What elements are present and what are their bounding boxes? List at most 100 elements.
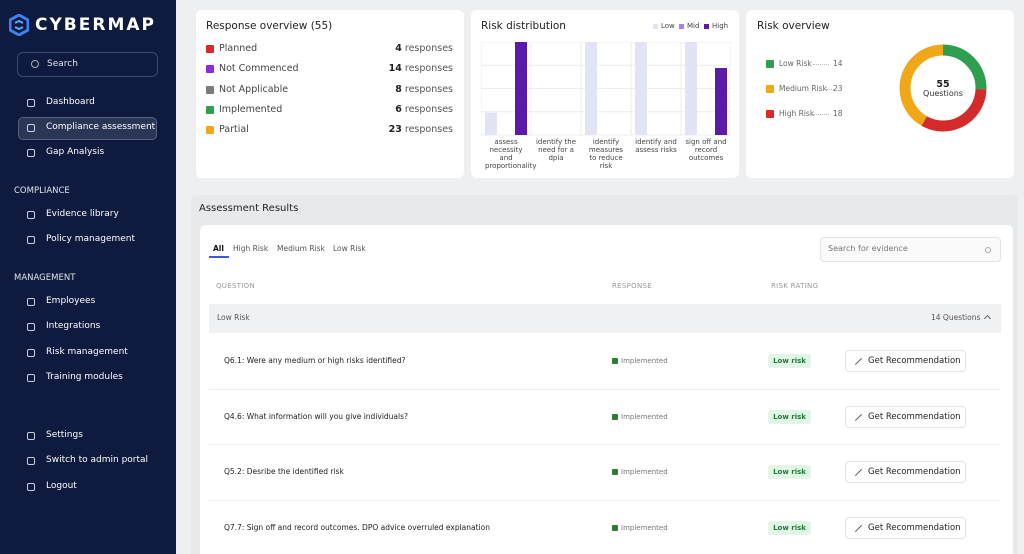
legend-swatch (206, 85, 214, 94)
response-count: 14 responses (389, 64, 453, 74)
count-unit: responses (404, 103, 453, 115)
legend-swatch (653, 24, 658, 29)
tab[interactable]: Medium Risk (277, 244, 325, 253)
recommend-button[interactable] (845, 461, 966, 484)
legend-value: 14 (833, 59, 843, 68)
nav-item[interactable]: Risk management (46, 346, 128, 357)
rating-pill (768, 409, 811, 424)
button-label: Get Recommendation (868, 467, 961, 478)
nav-item[interactable]: Settings (46, 430, 83, 440)
legend-swatch (704, 24, 709, 29)
nav-item[interactable]: Policy management (46, 234, 136, 245)
legend-swatch (766, 60, 774, 68)
recommend-button[interactable] (845, 517, 966, 540)
donut-total: 55 (936, 79, 950, 90)
nav-item[interactable]: Evidence library (46, 209, 119, 219)
legend-swatch (766, 85, 774, 93)
nav-icon (27, 432, 35, 440)
response-count: 23 responses (389, 125, 453, 135)
response-name: Not Applicable (219, 83, 289, 95)
nav-icon (27, 457, 35, 466)
legend-value: 23 (833, 84, 843, 93)
tab[interactable]: Low Risk (333, 244, 366, 253)
response: Implemented (621, 357, 668, 365)
logo-shape (9, 14, 29, 36)
response-count: 8 responses (395, 83, 453, 95)
nav-item[interactable]: Dashboard (46, 97, 95, 107)
count-value: 23 (388, 124, 402, 136)
nav-icon (27, 373, 35, 382)
section-title: Assessment Results (199, 203, 299, 214)
legend-leader (826, 89, 834, 90)
card-title: Response overview (55) (206, 20, 333, 32)
column-header: RESPONSE (612, 282, 652, 290)
group-header[interactable] (209, 304, 1001, 333)
legend-swatch (766, 110, 774, 118)
count-value: 6 (395, 103, 402, 115)
nav-active (18, 117, 157, 140)
row-divider (209, 444, 1001, 446)
legend-leader (813, 114, 829, 115)
count-unit: responses (404, 43, 453, 54)
search-box[interactable] (17, 52, 158, 77)
card-title: Risk distribution (481, 20, 566, 32)
rating-pill (768, 465, 811, 480)
column-header: RISK RATING (771, 282, 819, 290)
legend-label: Mid (687, 22, 700, 30)
tab-underline (209, 256, 229, 258)
nav-icon (27, 149, 35, 157)
question: Q7.7: Sign off and record outcomes. DPO … (224, 523, 490, 533)
search-label: Search (47, 59, 78, 69)
legend-swatch (679, 24, 684, 29)
question: Q4.6: What information will you give ind… (224, 411, 409, 421)
response-name: Not Commenced (219, 63, 299, 75)
legend-leader (813, 64, 829, 65)
donut (899, 44, 987, 132)
x-tick-label: identify measures to reduce risk (588, 138, 624, 170)
donut-label: Questions (923, 89, 963, 98)
response-dot (612, 358, 618, 364)
section-title: COMPLIANCE (14, 186, 70, 196)
legend-value: 18 (833, 109, 843, 118)
column-header: QUESTION (216, 282, 255, 290)
rating: Low risk (773, 357, 806, 365)
nav-item[interactable]: Employees (46, 296, 96, 306)
recommend-button[interactable] (845, 350, 966, 372)
legend-label: Medium Risk (779, 84, 827, 93)
row-divider (209, 388, 1001, 390)
nav-item[interactable]: Integrations (46, 321, 101, 332)
donut-segment (899, 44, 987, 132)
brand: CYBERMAP (35, 15, 156, 35)
button-label: Get Recommendation (868, 523, 961, 534)
count-value: 14 (388, 63, 402, 75)
nav-item[interactable]: Switch to admin portal (46, 455, 149, 466)
rating: Low risk (773, 468, 806, 477)
nav-icon (27, 323, 35, 332)
evidence-search[interactable] (820, 237, 1001, 262)
tab[interactable]: All (213, 244, 224, 253)
nav-item[interactable]: Training modules (46, 371, 123, 382)
group-count: 14 Questions (931, 313, 981, 322)
nav-item[interactable]: Gap Analysis (46, 147, 105, 157)
legend-label: High (712, 22, 729, 30)
legend-label: High Risk (779, 109, 815, 118)
group-label: Low Risk (217, 313, 250, 322)
count-value: 8 (395, 83, 402, 95)
bar (485, 112, 497, 135)
legend-swatch (206, 105, 214, 114)
nav-icon (27, 298, 35, 306)
button-label: Get Recommendation (868, 356, 961, 366)
response: Implemented (621, 412, 668, 421)
recommend-button[interactable] (845, 405, 966, 428)
response-dot (612, 469, 618, 476)
rating: Low risk (773, 524, 806, 533)
response-card (196, 10, 464, 178)
nav-icon (27, 99, 35, 107)
response-name: Partial (219, 124, 249, 136)
search-icon (985, 247, 991, 253)
response-dot (612, 525, 618, 532)
nav-item[interactable]: Compliance assessment (46, 122, 156, 132)
nav-item[interactable]: Logout (46, 480, 77, 491)
tab[interactable]: High Risk (233, 244, 269, 253)
